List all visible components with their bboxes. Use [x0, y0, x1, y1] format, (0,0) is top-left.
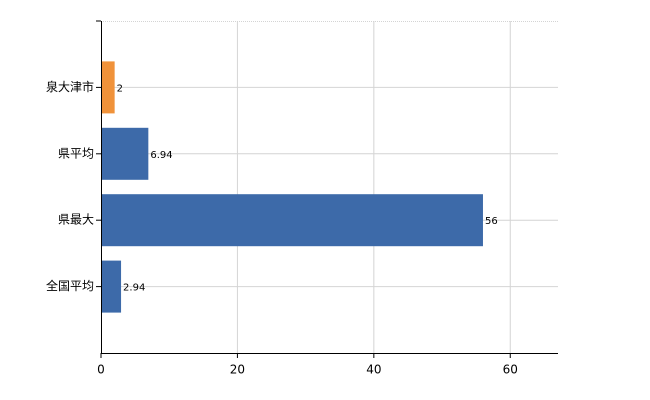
bar	[101, 194, 483, 247]
value-label: 2	[117, 83, 123, 94]
value-label: 6.94	[150, 150, 172, 161]
x-tick-label: 60	[503, 363, 518, 377]
y-tick-label: 県平均	[58, 146, 94, 160]
x-tick-label: 0	[97, 363, 105, 377]
y-tick-label: 県最大	[58, 213, 94, 227]
bar	[101, 61, 115, 114]
bar	[101, 260, 122, 313]
y-tick-label: 全国平均	[46, 278, 94, 293]
x-tick-label: 20	[230, 363, 245, 377]
x-tick-label: 40	[366, 363, 381, 377]
y-tick-label: 泉大津市	[46, 79, 94, 94]
bar	[101, 127, 149, 180]
value-label: 2.94	[123, 283, 145, 294]
value-label: 56	[485, 216, 498, 227]
